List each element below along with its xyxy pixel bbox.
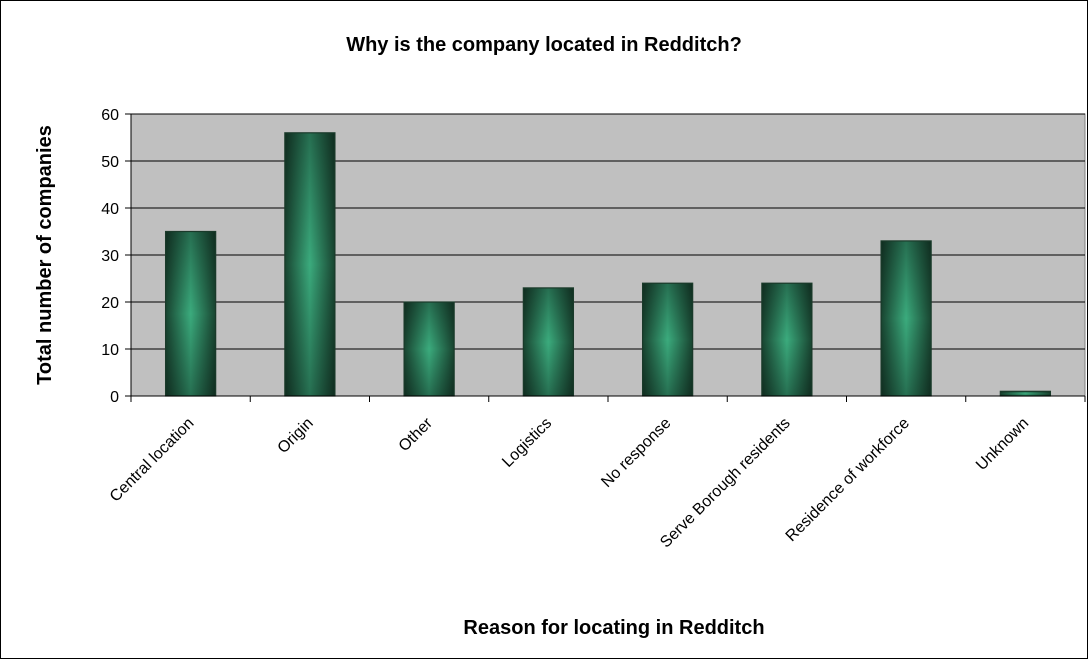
category-label: Logistics [499,415,555,471]
bar-shade [1000,391,1051,396]
category-labels: Central location Origin Other Logistics No r… [107,414,1032,551]
bar [999,390,1052,397]
y-tick-label: 10 [101,342,119,359]
chart-title: Why is the company located in Redditch? [346,34,742,56]
bar [641,282,694,397]
bar-shade [642,283,693,396]
category-label: Other [396,414,437,455]
bars [164,132,1052,397]
bar [164,230,217,397]
bar-shade [404,302,455,396]
y-axis-ticks: 0 10 20 30 40 50 60 [101,107,131,406]
bar-shade [761,283,812,396]
y-tick-label: 0 [110,389,119,406]
y-tick-label: 20 [101,295,119,312]
y-tick-label: 30 [101,248,119,265]
bar [880,240,932,397]
y-axis-title: Total number of companies [34,125,56,385]
category-label: Residence of workforce [783,415,913,545]
bar-shade [523,287,574,396]
bar [403,301,455,397]
bar [522,287,575,397]
category-label: Central location [107,415,198,506]
category-label: Serve Borough residents [657,415,794,552]
x-axis-ticks [130,396,1086,402]
y-tick-label: 50 [101,154,119,171]
x-axis-title: Reason for locating in Redditch [463,617,764,639]
bar-shade [165,231,216,396]
y-tick-label: 60 [101,107,119,124]
category-label: No response [598,415,674,491]
category-label: Unknown [973,415,1032,474]
bar [761,282,813,397]
bar [284,132,336,397]
bar-shade [881,240,932,396]
bar-shade [284,132,335,397]
category-label: Origin [274,415,316,457]
y-tick-label: 40 [101,201,119,218]
